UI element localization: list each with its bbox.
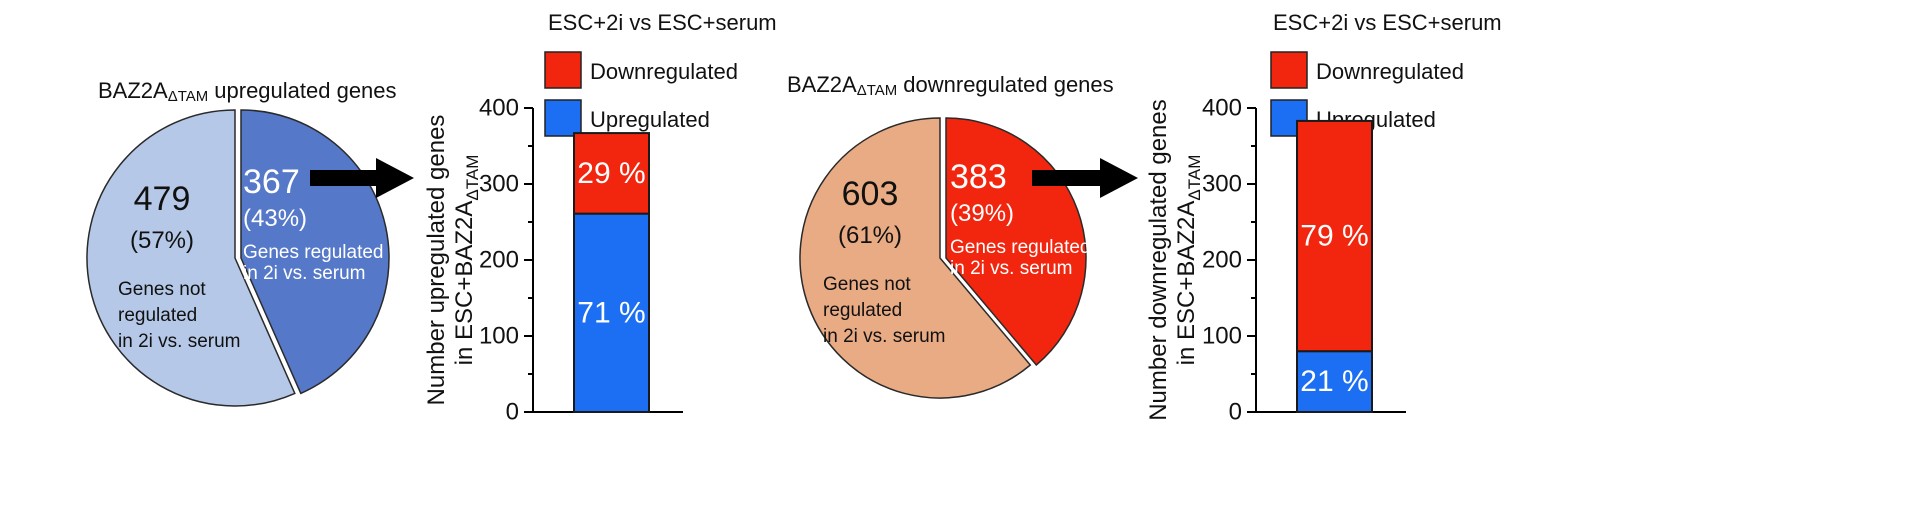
downregulated-pie-arrow [1032, 158, 1138, 198]
upregulated-pie-not-regulated-percent: (57%) [130, 227, 194, 254]
upregulated-bar-y-label: Number upregulated genes [423, 115, 450, 406]
downregulated-bar-y-label: Number downregulated genes [1145, 99, 1172, 421]
downregulated-pie-not-regulated-percent: (61%) [838, 222, 902, 249]
downregulated-pie-not-regulated-count: 603 [842, 175, 899, 213]
upregulated-bar-legend-label-upregulated: Upregulated [590, 107, 710, 132]
upregulated-bar-bar-label-downregulated: 29 % [577, 157, 645, 190]
downregulated-bar-y-tick-label: 400 [1202, 95, 1242, 122]
downregulated-pie-title: BAZ2AΔTAM downregulated genes [787, 72, 1114, 99]
upregulated-pie-not-regulated-note: in 2i vs. serum [118, 331, 240, 352]
upregulated-bar-legend-swatch-downregulated [544, 51, 582, 89]
upregulated-pie-regulated-count: 367 [243, 163, 300, 201]
upregulated-pie-slice-not-regulated [86, 109, 296, 407]
upregulated-bar-y-tick-label: 100 [479, 323, 519, 350]
downregulated-bar-legend-swatch-downregulated [1270, 51, 1308, 89]
upregulated-pie-regulated-note: Genes regulated [243, 242, 384, 263]
upregulated-bar-y-tick-label: 200 [479, 247, 519, 274]
downregulated-pie-regulated-percent: (39%) [950, 200, 1014, 227]
downregulated-bar-bar-label-upregulated: 21 % [1300, 365, 1368, 398]
downregulated-pie-not-regulated-note: Genes not [823, 274, 911, 295]
downregulated-bar-y-tick-label: 0 [1229, 399, 1242, 426]
downregulated-pie-regulated-note: Genes regulated [950, 237, 1091, 258]
downregulated-bar-legend-title: ESC+2i vs ESC+serum [1273, 10, 1502, 35]
downregulated-bar-legend-swatch-upregulated [1270, 99, 1308, 137]
downregulated-bar-bar-label-downregulated: 79 % [1300, 220, 1368, 253]
downregulated-bar-y-label-line2: in ESC+BAZ2AΔTAM [1173, 155, 1204, 366]
upregulated-bar-y-tick-label: 300 [479, 171, 519, 198]
upregulated-pie-not-regulated-count: 479 [134, 180, 191, 218]
downregulated-bar-y-tick-label: 300 [1202, 171, 1242, 198]
upregulated-pie-not-regulated-note: Genes not [118, 279, 206, 300]
upregulated-bar-legend-title: ESC+2i vs ESC+serum [548, 10, 777, 35]
downregulated-pie-not-regulated-note: regulated [823, 300, 902, 321]
upregulated-bar-legend-swatch-upregulated [544, 99, 582, 137]
downregulated-bar-y-tick-label: 100 [1202, 323, 1242, 350]
upregulated-bar-y-label-line2: in ESC+BAZ2AΔTAM [451, 155, 482, 366]
upregulated-bar-bar-downregulated [573, 132, 650, 215]
downregulated-pie-not-regulated-note: in 2i vs. serum [823, 326, 945, 347]
upregulated-pie-not-regulated-note: regulated [118, 305, 197, 326]
upregulated-bar-bar-label-upregulated: 71 % [577, 296, 645, 329]
upregulated-pie-title: BAZ2AΔTAM upregulated genes [98, 78, 397, 105]
downregulated-bar-bar-downregulated [1296, 119, 1373, 353]
downregulated-pie-regulated-count: 383 [950, 158, 1007, 196]
downregulated-pie-slice-not-regulated [799, 117, 1032, 399]
upregulated-bar-y-tick-label: 400 [479, 95, 519, 122]
upregulated-pie-arrow [310, 158, 414, 198]
upregulated-bar-legend-label-downregulated: Downregulated [590, 59, 738, 84]
downregulated-bar-y-tick-label: 200 [1202, 247, 1242, 274]
upregulated-bar-bar-upregulated [573, 212, 650, 413]
upregulated-pie-regulated-percent: (43%) [243, 205, 307, 232]
downregulated-bar-legend-label-downregulated: Downregulated [1316, 59, 1464, 84]
downregulated-pie-regulated-note: in 2i vs. serum [950, 258, 1072, 279]
upregulated-pie-regulated-note: in 2i vs. serum [243, 263, 365, 284]
upregulated-bar-y-tick-label: 0 [506, 399, 519, 426]
